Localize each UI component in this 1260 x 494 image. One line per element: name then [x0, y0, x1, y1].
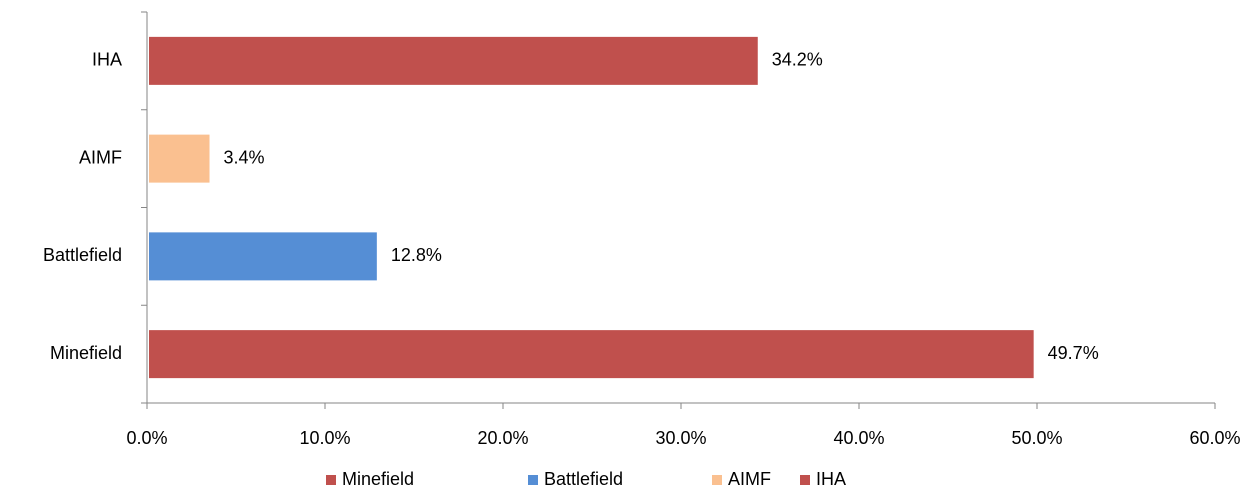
x-tick-label: 20.0%	[477, 428, 528, 448]
legend-swatch	[326, 475, 336, 485]
y-tick-label: Minefield	[50, 343, 122, 363]
data-label: 3.4%	[224, 147, 265, 167]
bar	[149, 330, 1034, 379]
x-tick-label: 30.0%	[655, 428, 706, 448]
legend-label: IHA	[816, 469, 846, 489]
bar	[149, 232, 377, 281]
data-label: 12.8%	[391, 245, 442, 265]
legend-swatch	[712, 475, 722, 485]
legend-label: Minefield	[342, 469, 414, 489]
bar	[149, 134, 210, 183]
data-label: 49.7%	[1048, 343, 1099, 363]
data-label: 34.2%	[772, 50, 823, 70]
legend-label: Battlefield	[544, 469, 623, 489]
x-tick-label: 60.0%	[1189, 428, 1240, 448]
x-tick-label: 0.0%	[126, 428, 167, 448]
x-tick-label: 50.0%	[1011, 428, 1062, 448]
y-tick-label: IHA	[92, 50, 122, 70]
legend-swatch	[528, 475, 538, 485]
y-tick-label: AIMF	[79, 147, 122, 167]
y-tick-label: Battlefield	[43, 245, 122, 265]
legend-label: AIMF	[728, 469, 771, 489]
legend-swatch	[800, 475, 810, 485]
x-tick-label: 40.0%	[833, 428, 884, 448]
bar	[149, 36, 758, 85]
x-tick-label: 10.0%	[299, 428, 350, 448]
